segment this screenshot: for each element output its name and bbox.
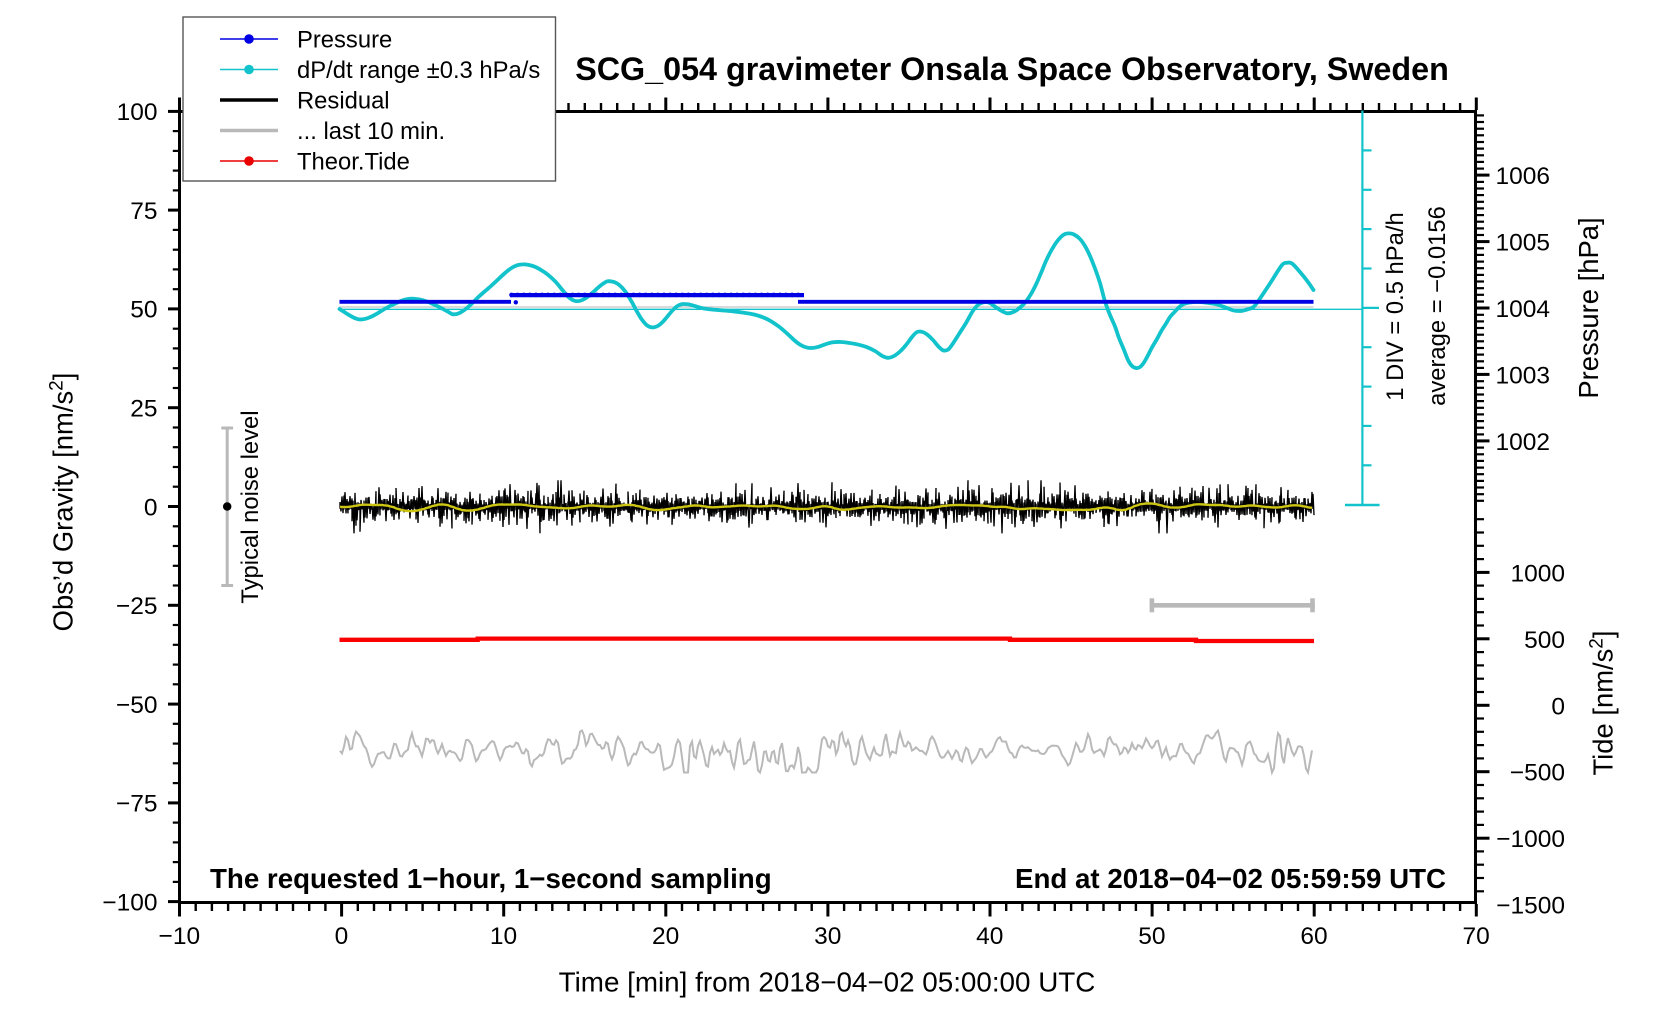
svg-text:−1500: −1500 [1496, 893, 1565, 920]
svg-text:20: 20 [652, 923, 679, 950]
svg-text:500: 500 [1524, 627, 1565, 654]
svg-text:10: 10 [490, 923, 517, 950]
svg-text:Tide [nm/s2]: Tide [nm/s2] [1587, 630, 1619, 775]
svg-text:Obs’d Gravity [nm/s2]: Obs’d Gravity [nm/s2] [47, 373, 79, 632]
svg-text:−25: −25 [116, 593, 158, 620]
svg-text:50: 50 [1138, 923, 1165, 950]
svg-text:Typical noise level: Typical noise level [237, 410, 264, 603]
svg-text:−10: −10 [159, 923, 201, 950]
svg-text:Residual: Residual [297, 88, 390, 115]
svg-text:60: 60 [1300, 923, 1327, 950]
svg-text:−50: −50 [116, 692, 158, 719]
svg-text:40: 40 [976, 923, 1003, 950]
svg-text:0: 0 [335, 923, 349, 950]
svg-text:75: 75 [130, 198, 157, 225]
svg-text:End at 2018−04−02 05:59:59 UTC: End at 2018−04−02 05:59:59 UTC [1015, 863, 1446, 894]
svg-text:Time [min] from 2018−04−02 05:: Time [min] from 2018−04−02 05:00:00 UTC [559, 967, 1096, 998]
svg-text:−75: −75 [116, 791, 158, 818]
svg-text:1004: 1004 [1495, 296, 1550, 323]
svg-text:Pressure [hPa]: Pressure [hPa] [1573, 217, 1604, 398]
svg-text:1005: 1005 [1495, 230, 1550, 257]
svg-text:0: 0 [1551, 693, 1565, 720]
svg-text:average = −0.0156: average = −0.0156 [1424, 206, 1451, 406]
svg-text:... last 10 min.: ... last 10 min. [297, 118, 445, 145]
svg-text:70: 70 [1462, 923, 1489, 950]
svg-text:dP/dt range ±0.3 hPa/s: dP/dt range ±0.3 hPa/s [297, 57, 540, 84]
svg-text:1006: 1006 [1495, 163, 1550, 190]
svg-text:25: 25 [130, 396, 157, 423]
svg-text:1002: 1002 [1495, 429, 1550, 456]
svg-text:100: 100 [117, 99, 158, 126]
svg-text:1000: 1000 [1510, 561, 1565, 588]
svg-text:−100: −100 [102, 889, 157, 916]
svg-text:−500: −500 [1510, 760, 1565, 787]
svg-text:SCG_054 gravimeter Onsala Spac: SCG_054 gravimeter Onsala Space Observat… [575, 51, 1449, 87]
svg-text:The requested 1−hour, 1−second: The requested 1−hour, 1−second sampling [210, 863, 772, 894]
svg-text:30: 30 [814, 923, 841, 950]
svg-text:1003: 1003 [1495, 362, 1550, 389]
svg-text:Pressure: Pressure [297, 27, 392, 54]
svg-text:50: 50 [130, 297, 157, 324]
svg-text:−1000: −1000 [1496, 826, 1565, 853]
svg-text:0: 0 [144, 494, 158, 521]
svg-text:Theor.Tide: Theor.Tide [297, 149, 410, 176]
svg-text:1 DIV = 0.5 hPa/h: 1 DIV = 0.5 hPa/h [1382, 212, 1409, 401]
